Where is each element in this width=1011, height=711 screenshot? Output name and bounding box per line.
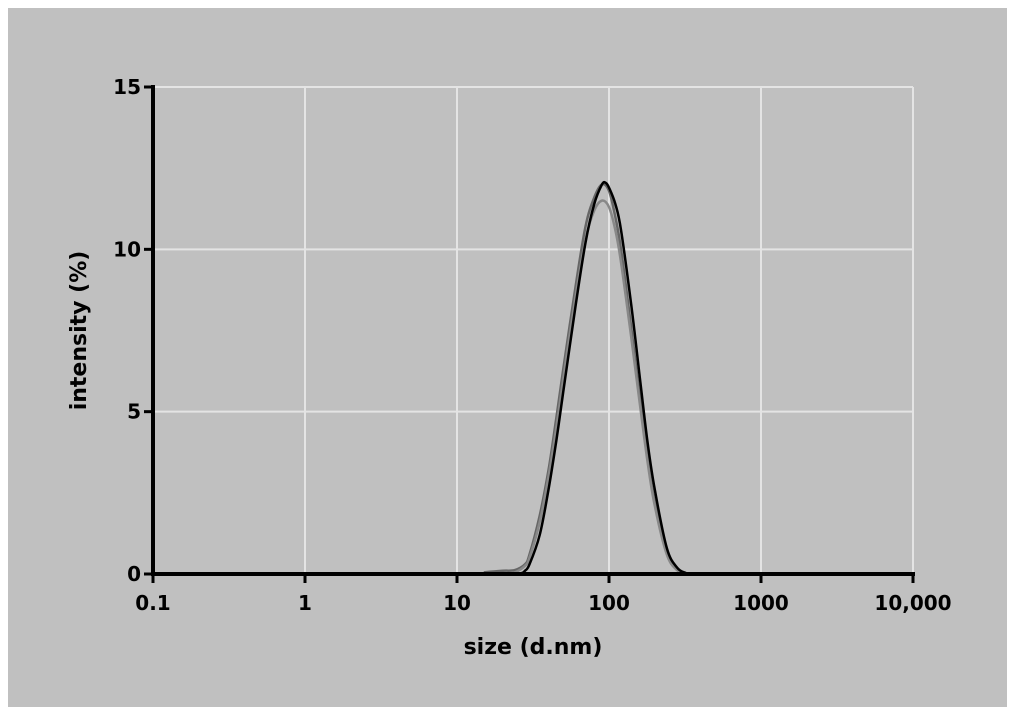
y-tick-label: 5 (127, 400, 141, 424)
x-axis-title: size (d.nm) (464, 635, 603, 660)
x-tick-label: 1 (298, 591, 312, 615)
chart: 0.1 1 10 100 1000 10,000 0 5 10 15 size (d.nm) i… (67, 75, 952, 660)
y-axis-title: intensity (%) (67, 251, 92, 411)
x-tick-label: 10,000 (874, 591, 951, 615)
grid (153, 86, 914, 574)
x-tick-label: 100 (588, 591, 630, 615)
y-tick-label: 0 (127, 562, 141, 586)
axes (151, 85, 915, 576)
series-line-3 (502, 180, 692, 576)
chart-panel: 0.1 1 10 100 1000 10,000 0 5 10 15 size (d.nm) i… (8, 8, 1007, 707)
x-tick-label: 1000 (733, 591, 789, 615)
x-tick-label: 10 (443, 591, 471, 615)
series-group (483, 180, 692, 576)
x-ticks: 0.1 1 10 100 1000 10,000 (135, 574, 952, 615)
series-line-2 (502, 199, 690, 576)
y-tick-label: 15 (113, 75, 141, 99)
y-tick-label: 10 (113, 237, 141, 261)
y-ticks: 0 5 10 15 (113, 75, 153, 586)
x-tick-label: 0.1 (135, 591, 170, 615)
